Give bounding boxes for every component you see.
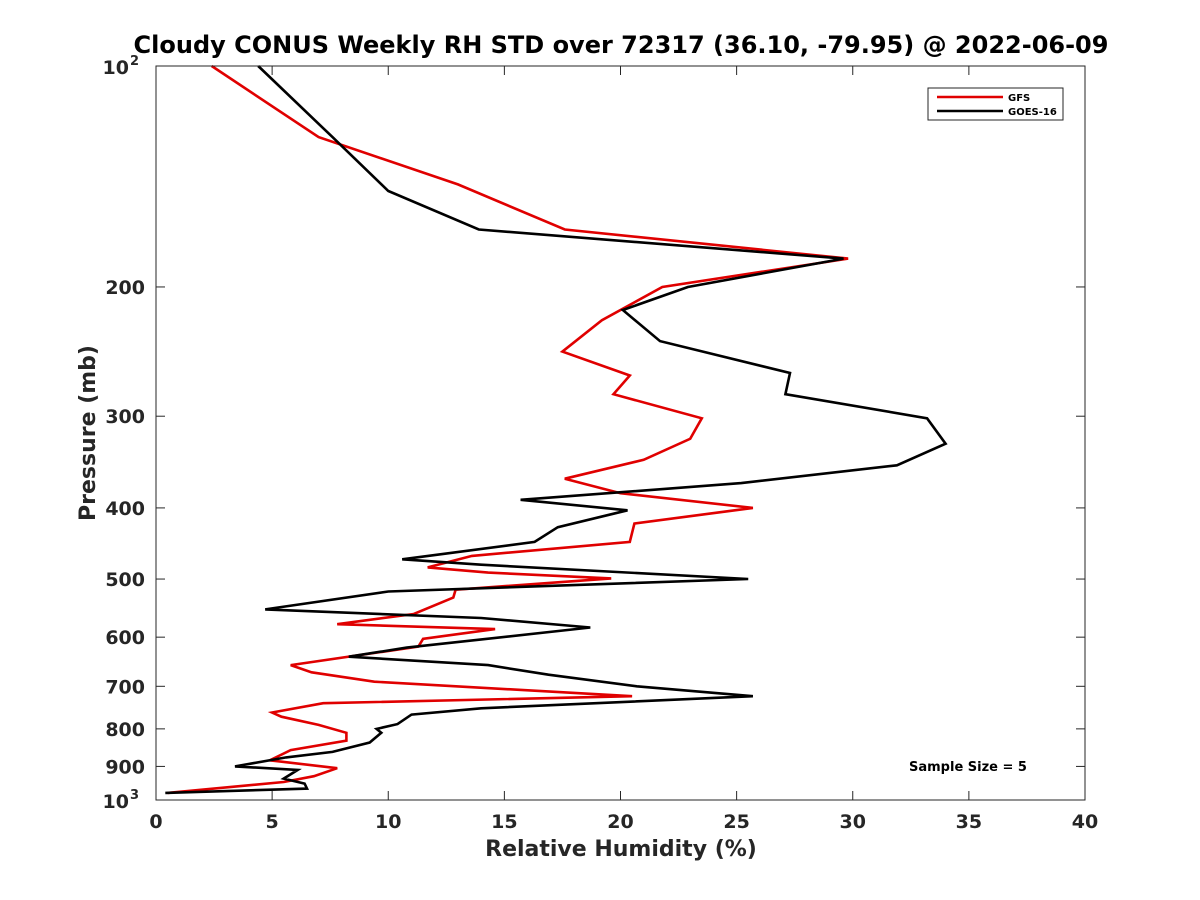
x-tick-label: 40 [1072, 811, 1098, 833]
y-tick-label: 800 [105, 719, 145, 741]
y-tick-label: 400 [105, 498, 145, 520]
series-line-goes-16 [165, 65, 948, 795]
x-axis-ticks: 0 5 10 15 20 25 30 35 40 [149, 66, 1098, 833]
x-tick-label: 25 [723, 811, 749, 833]
y-tick-label: 200 [105, 277, 145, 299]
y-tick-label-exponent: 3 [130, 788, 139, 803]
x-tick-label: 30 [840, 811, 866, 833]
data-layer [165, 64, 948, 795]
legend-box [927, 87, 1064, 121]
sample-size-annotation: Sample Size = 5 [909, 760, 1027, 775]
y-axis-label: Pressure (mb) [76, 345, 101, 521]
y-tick-label-power: 10 3 [103, 788, 140, 813]
y-tick-label: 900 [105, 756, 145, 778]
y-tick-label-power: 10 2 [103, 54, 140, 79]
x-tick-label: 20 [607, 811, 633, 833]
y-tick-label: 600 [105, 627, 145, 649]
y-tick-label-base: 10 [103, 57, 129, 79]
x-tick-label: 15 [491, 811, 517, 833]
x-tick-label: 10 [375, 811, 401, 833]
legend-label: GOES-16 [1008, 107, 1057, 118]
legend-label: GFS [1008, 93, 1030, 104]
y-tick-label-exponent: 2 [130, 54, 139, 69]
y-tick-label: 300 [105, 406, 145, 428]
y-tick-label-base: 10 [103, 791, 129, 813]
x-tick-label: 0 [149, 811, 162, 833]
y-tick-label: 700 [105, 676, 145, 698]
series-line-gfs [167, 64, 849, 795]
x-axis-label: Relative Humidity (%) [485, 837, 757, 862]
legend: GFS GOES-16 [927, 87, 1064, 121]
chart-title: Cloudy CONUS Weekly RH STD over 72317 (3… [134, 31, 1109, 59]
x-tick-label: 5 [266, 811, 279, 833]
plot-area-frame [155, 65, 1086, 801]
y-tick-label: 500 [105, 569, 145, 591]
x-tick-label: 35 [956, 811, 982, 833]
